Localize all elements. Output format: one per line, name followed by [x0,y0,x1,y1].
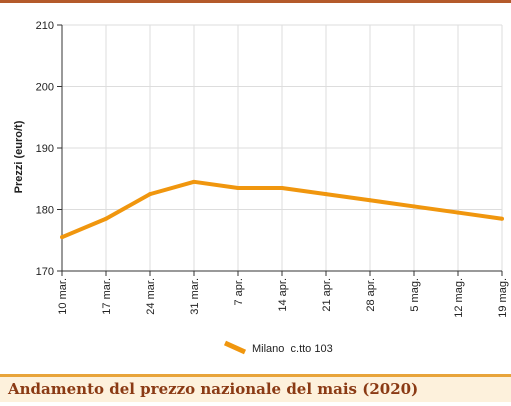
grid [61,24,503,271]
data-point [60,235,64,240]
legend-label: Milano c.tto 103 [252,343,333,355]
x-tick-label: 21 apr. [321,278,333,312]
legend: Milano c.tto 103 [223,340,333,355]
y-tick-labels: 170 180 190 200 210 [36,20,54,278]
x-tick-label: 31 mar. [189,278,201,315]
y-tick-label: 170 [36,266,54,278]
x-tick-label: 28 apr. [365,278,377,312]
data-point [324,192,328,197]
data-point [148,192,152,197]
x-tick-label: 12 mag. [453,278,465,318]
x-tick-label: 14 apr. [277,278,289,312]
data-point [368,198,372,203]
caption-bar: Andamento del prezzo nazionale del mais … [0,374,511,402]
x-tick-label: 7 apr. [233,278,245,306]
y-tick-label: 180 [36,205,54,217]
data-point [456,210,460,215]
y-axis-label: Prezzi (euro/t) [13,120,25,193]
x-tick-labels: 10 mar. 17 mar. 24 mar. 31 mar. 7 apr. 14 apr… [57,278,509,318]
data-point [500,216,504,221]
y-tick-label: 190 [36,143,54,155]
x-tick-label: 17 mar. [101,278,113,315]
data-point [280,185,284,190]
data-point [412,204,416,209]
legend-swatch [223,340,247,355]
chart-caption: Andamento del prezzo nazionale del mais … [8,380,419,398]
x-tick-label: 24 mar. [145,278,157,315]
data-point [104,216,108,221]
data-point [236,185,240,190]
y-tick-label: 210 [36,20,54,32]
data-point [192,179,196,184]
x-tick-label: 10 mar. [57,278,69,315]
line-chart: 170 180 190 200 210 10 mar. 17 mar. 24 mar. 31 … [13,20,509,355]
x-tick-label: 19 mag. [497,278,509,318]
y-tick-label: 200 [36,82,54,94]
x-tick-label: 5 mag. [409,278,421,312]
series [60,179,504,240]
top-rule [0,0,511,3]
axes [57,24,503,276]
